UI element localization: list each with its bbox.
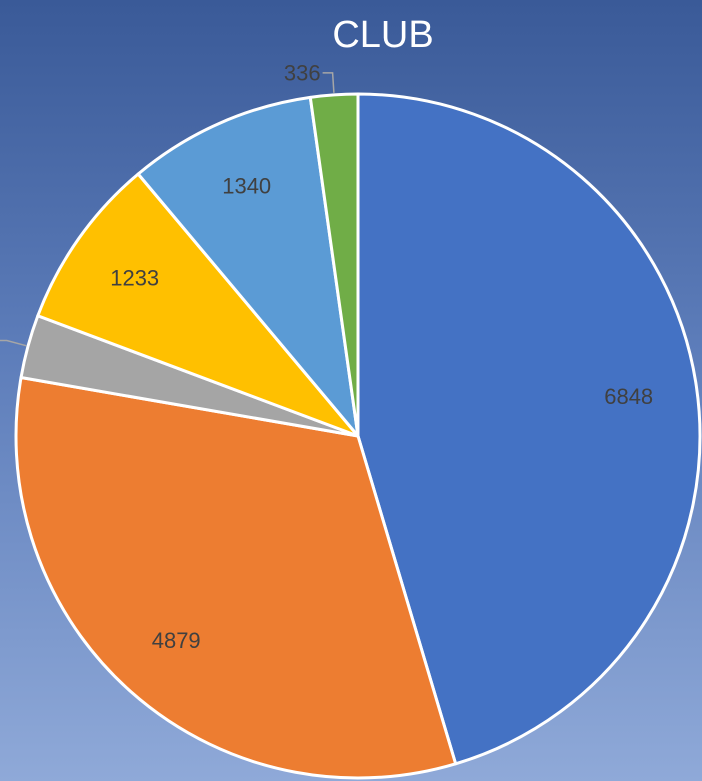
data-label: 1233 <box>110 265 159 290</box>
leader-line <box>0 339 27 347</box>
chart-title: CLUB <box>332 14 433 56</box>
pie-slice <box>136 95 360 438</box>
pie-slices <box>14 92 702 780</box>
data-labels: 6848487945012331340336 <box>0 60 653 653</box>
pie-slice <box>308 92 360 438</box>
data-label: 336 <box>284 60 321 85</box>
pie-slice <box>36 172 360 438</box>
data-label: 4879 <box>152 628 201 653</box>
data-label: 6848 <box>604 384 653 409</box>
pie-slice <box>356 92 702 766</box>
pie-slice <box>14 376 458 780</box>
leader-line <box>322 72 335 93</box>
data-label: 1340 <box>222 174 271 199</box>
